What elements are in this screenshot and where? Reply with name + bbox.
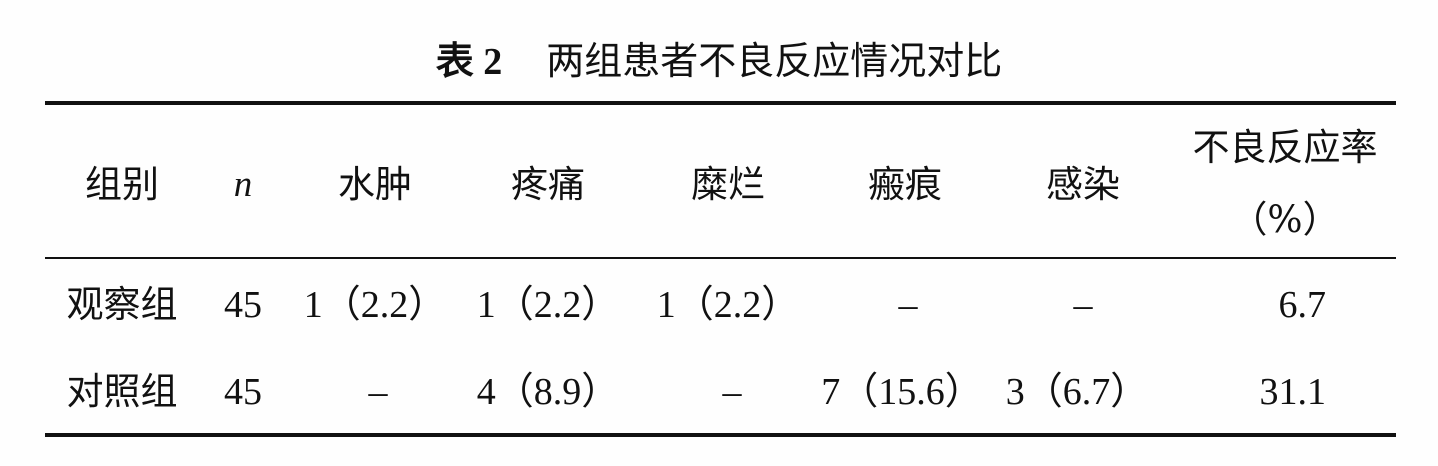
cell-scar: – [898,284,918,326]
cell-n: 45 [224,284,262,326]
cell-group: 对照组 [66,370,178,413]
table-label: 表 2 [435,41,503,83]
header-scar: 瘢痕 [868,163,942,206]
top-rule [45,101,1396,105]
header-erosion: 糜烂 [691,163,765,206]
header-group: 组别 [85,163,159,206]
header-n: n [233,164,253,205]
cell-rate: 6.7 [1278,284,1327,326]
cell-scar: 7（15.6） [821,371,983,413]
cell-infection: 3（6.7） [1005,371,1149,413]
header-infection: 感染 [1046,163,1120,206]
cell-pain: 4（8.9） [476,371,620,413]
cell-pain: 1（2.2） [476,284,620,326]
cell-group: 观察组 [66,283,178,326]
cell-edema: – [368,371,388,413]
header-edema: 水肿 [338,163,412,206]
table-title: 表 2 两组患者不良反应情况对比 [0,30,1438,85]
table-caption: 两组患者不良反应情况对比 [546,39,1003,83]
header-pain: 疼痛 [511,163,585,206]
cell-infection: – [1073,284,1093,326]
cell-erosion: 1（2.2） [656,284,800,326]
cell-edema: 1（2.2） [303,284,447,326]
bottom-rule [45,433,1396,437]
header-rate-unit: （%） [1230,198,1340,241]
header-rate: 不良反应率 [1192,126,1378,169]
header-rule [45,257,1396,259]
cell-erosion: – [722,371,742,413]
cell-rate: 31.1 [1259,371,1327,413]
cell-n: 45 [224,371,262,413]
